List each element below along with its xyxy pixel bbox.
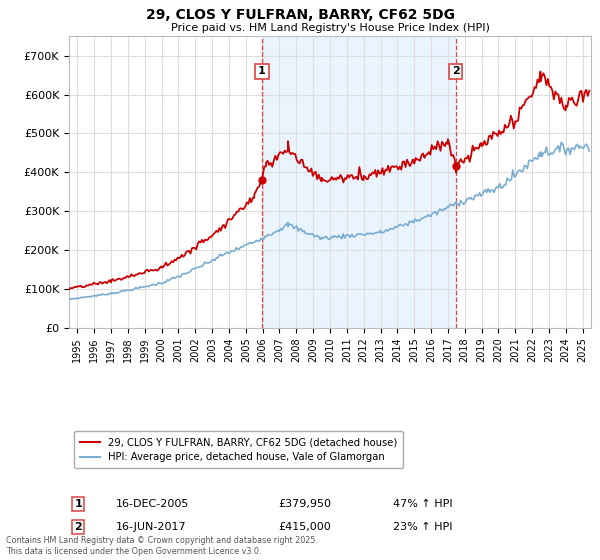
Text: 16-JUN-2017: 16-JUN-2017	[116, 522, 187, 532]
Text: £415,000: £415,000	[278, 522, 331, 532]
Text: 2: 2	[452, 66, 460, 76]
Text: 1: 1	[258, 66, 266, 76]
Legend: 29, CLOS Y FULFRAN, BARRY, CF62 5DG (detached house), HPI: Average price, detach: 29, CLOS Y FULFRAN, BARRY, CF62 5DG (det…	[74, 431, 403, 468]
Title: Price paid vs. HM Land Registry's House Price Index (HPI): Price paid vs. HM Land Registry's House …	[170, 23, 490, 33]
Text: 2: 2	[74, 522, 82, 532]
Text: 47% ↑ HPI: 47% ↑ HPI	[392, 499, 452, 509]
Text: £379,950: £379,950	[278, 499, 331, 509]
Bar	[262, 36, 455, 328]
Text: 1: 1	[74, 499, 82, 509]
Text: 16-DEC-2005: 16-DEC-2005	[116, 499, 190, 509]
Text: Contains HM Land Registry data © Crown copyright and database right 2025.
This d: Contains HM Land Registry data © Crown c…	[6, 536, 318, 556]
Text: 23% ↑ HPI: 23% ↑ HPI	[392, 522, 452, 532]
Text: 29, CLOS Y FULFRAN, BARRY, CF62 5DG: 29, CLOS Y FULFRAN, BARRY, CF62 5DG	[146, 8, 455, 22]
